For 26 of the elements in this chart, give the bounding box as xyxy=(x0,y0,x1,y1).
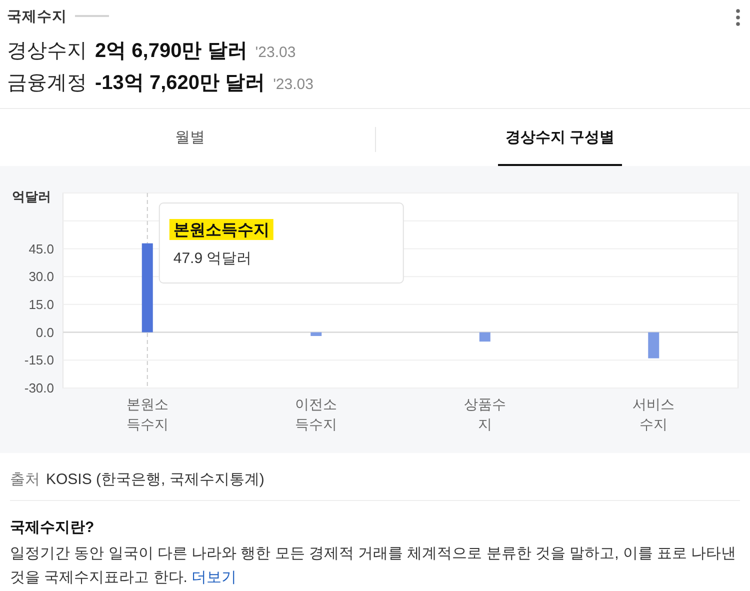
text: 출처 xyxy=(10,471,40,488)
text: 경상수지 xyxy=(7,40,87,62)
text: KOSIS (한국은행, 국제수지통계) xyxy=(46,471,264,488)
chart-title: 국제수지 xyxy=(7,9,67,25)
y-axis-title: 억달러 xyxy=(12,189,51,204)
annotation: 47.9 억달러 xyxy=(173,250,252,267)
text: 국제수지란? xyxy=(10,519,94,536)
y-tick-label: -30.0 xyxy=(24,380,54,396)
annotation: 본원소득수지 xyxy=(173,222,270,239)
y-tick-label: 15.0 xyxy=(28,296,54,312)
text: 금융계정 xyxy=(7,72,87,94)
text: 월별 xyxy=(175,129,205,146)
y-tick-label: -15.0 xyxy=(24,352,54,368)
text: 경상수지 구성별 xyxy=(505,129,615,146)
text: '23.03 xyxy=(273,76,314,93)
x-tick-label: 상품수지 xyxy=(464,396,506,432)
text: -13억 7,620만 달러 xyxy=(95,72,266,94)
text: 일정기간 동안 일국이 다른 나라와 행한 모든 경제적 거래를 체계적으로 분류한 것을 말하고, 이를 표로 나타낸 것을 국제수지표라고 한다. 더보기 xyxy=(10,546,736,586)
text: '23.03 xyxy=(255,44,296,61)
x-tick-label: 서비스수지 xyxy=(632,396,675,432)
y-tick-label: 30.0 xyxy=(28,269,54,284)
x-tick-label: 본원소득수지 xyxy=(126,396,168,432)
text: 2억 6,790만 달러 xyxy=(95,40,248,62)
x-tick-label: 이전소득수지 xyxy=(295,396,338,432)
y-tick-label: 45.0 xyxy=(28,241,54,256)
y-tick-label: 0.0 xyxy=(36,324,54,340)
